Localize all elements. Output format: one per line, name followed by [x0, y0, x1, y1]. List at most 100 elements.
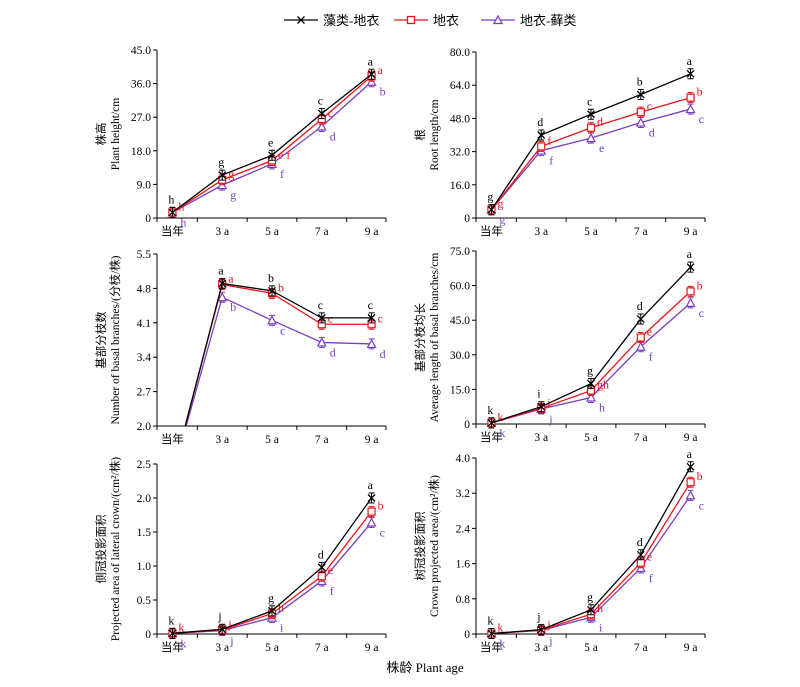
x-tick-label: 7 a	[315, 434, 329, 446]
data-point	[636, 90, 645, 99]
y-axis-title-cn: 树冠投影面积	[413, 511, 427, 580]
x-tick-label: 7 a	[634, 226, 648, 238]
significance-letter: h	[180, 215, 186, 229]
y-axis-title-cn: 根	[413, 129, 427, 141]
significance-letter: c	[368, 298, 373, 312]
y-tick-label: 0	[145, 629, 151, 641]
significance-letter: b	[278, 280, 284, 294]
legend-item-algae-lichen: 藻类-地衣	[284, 13, 379, 28]
significance-letter: b	[378, 499, 384, 513]
x-tick-label: 9 a	[684, 642, 698, 654]
x-tick-label: 当年	[161, 224, 184, 238]
data-point	[316, 337, 327, 347]
x-tick-label: 5 a	[265, 642, 279, 654]
series-lichen-moss: k j h f c	[486, 297, 704, 440]
significance-letter: e	[647, 325, 652, 339]
significance-letter: h	[168, 192, 174, 206]
significance-letter: g	[587, 364, 593, 378]
x-tick-label: 7 a	[315, 226, 329, 238]
significance-letter: g	[230, 188, 236, 202]
significance-letter: c	[699, 498, 704, 512]
x-tick-label: 3 a	[534, 642, 548, 654]
significance-letter: k	[178, 620, 184, 634]
y-tick-label: 3.4	[137, 352, 152, 364]
data-point	[636, 550, 645, 559]
data-point	[317, 572, 326, 581]
significance-letter: e f	[278, 148, 290, 162]
x-tick-label: 当年	[480, 430, 503, 444]
significance-letter: a	[687, 247, 693, 261]
x-tick-label: 3 a	[534, 432, 548, 444]
significance-letter: g	[218, 155, 224, 169]
significance-letter: c	[587, 94, 592, 108]
data-point	[686, 462, 695, 471]
data-point	[635, 117, 646, 127]
data-point	[686, 263, 695, 272]
significance-letter: i	[599, 620, 603, 634]
significance-letter: d	[649, 126, 655, 140]
x-axis-title: 株龄 Plant age	[386, 660, 463, 675]
significance-letter: c	[318, 93, 323, 107]
legend-marker-triangle	[492, 14, 504, 25]
series-algae-lichen: a b c c	[184, 263, 376, 426]
y-tick-label: 48.0	[450, 113, 470, 125]
significance-letter: b	[230, 300, 236, 314]
series-lichen: h g e f c a	[168, 63, 384, 218]
y-tick-label: 45.0	[131, 45, 151, 57]
significance-letter: c	[328, 106, 333, 120]
data-point	[168, 629, 177, 638]
significance-letter: e	[268, 135, 273, 149]
data-point	[537, 131, 546, 139]
data-point	[685, 103, 696, 114]
data-point	[686, 478, 695, 487]
y-axis-title-en: Crown projected area/(cm²/株)	[427, 475, 441, 617]
data-point	[636, 333, 645, 342]
data-point	[586, 123, 596, 132]
data-point	[587, 379, 595, 388]
panel-basal-branch-number: 2.0 2.7 3.4 4.1 4.8 5.5 当年 3 a 5 a 7 a 9 a 基部分枝数 Num…	[94, 249, 387, 446]
series-lichen-moss: b c d d	[185, 291, 386, 426]
significance-letter: j	[546, 617, 550, 631]
series-lichen-moss: k j i f c	[486, 489, 704, 651]
significance-letter: a	[218, 263, 224, 277]
data-point	[537, 142, 546, 151]
significance-letter: j	[548, 633, 552, 647]
y-tick-label: 2.5	[137, 459, 152, 471]
significance-letter: d	[330, 345, 336, 359]
y-tick-label: 80.0	[450, 47, 470, 59]
data-point	[268, 286, 276, 295]
legend-label-algae-lichen: 藻类-地衣	[323, 13, 379, 28]
significance-letter: k	[487, 403, 493, 417]
significance-letter: j	[548, 412, 552, 426]
significance-letter: j	[217, 609, 221, 623]
significance-letter: b	[268, 271, 274, 285]
y-tick-label: 16.0	[450, 180, 470, 192]
data-point	[487, 629, 496, 638]
data-point	[268, 606, 276, 615]
data-point	[587, 110, 595, 119]
y-tick-label: 32.0	[450, 147, 470, 159]
legend-label-lichen-moss: 地衣-藓类	[520, 13, 576, 28]
data-point	[366, 517, 377, 527]
x-tick-label: 3 a	[215, 434, 229, 446]
y-tick-label: 0	[464, 213, 470, 225]
significance-letter: k	[180, 636, 186, 650]
x-tick-label: 当年	[480, 224, 503, 238]
data-point	[537, 402, 546, 411]
significance-letter: d	[637, 535, 643, 549]
data-point	[487, 418, 496, 427]
significance-letter: a	[368, 54, 374, 68]
significance-letter: d	[380, 347, 386, 361]
significance-letter: i	[537, 387, 541, 401]
x-tick-label: 9 a	[684, 432, 698, 444]
significance-letter: a	[378, 63, 384, 77]
legend: 藻类-地衣 地衣 地衣-藓类	[284, 13, 576, 28]
y-tick-label: 2.4	[456, 523, 471, 535]
significance-letter: h	[597, 601, 603, 615]
significance-letter: d	[318, 547, 324, 561]
series-line	[491, 290, 692, 424]
data-point	[636, 315, 645, 324]
y-axis-title-en: Number of basal branches/(分枝/株)	[108, 255, 122, 424]
